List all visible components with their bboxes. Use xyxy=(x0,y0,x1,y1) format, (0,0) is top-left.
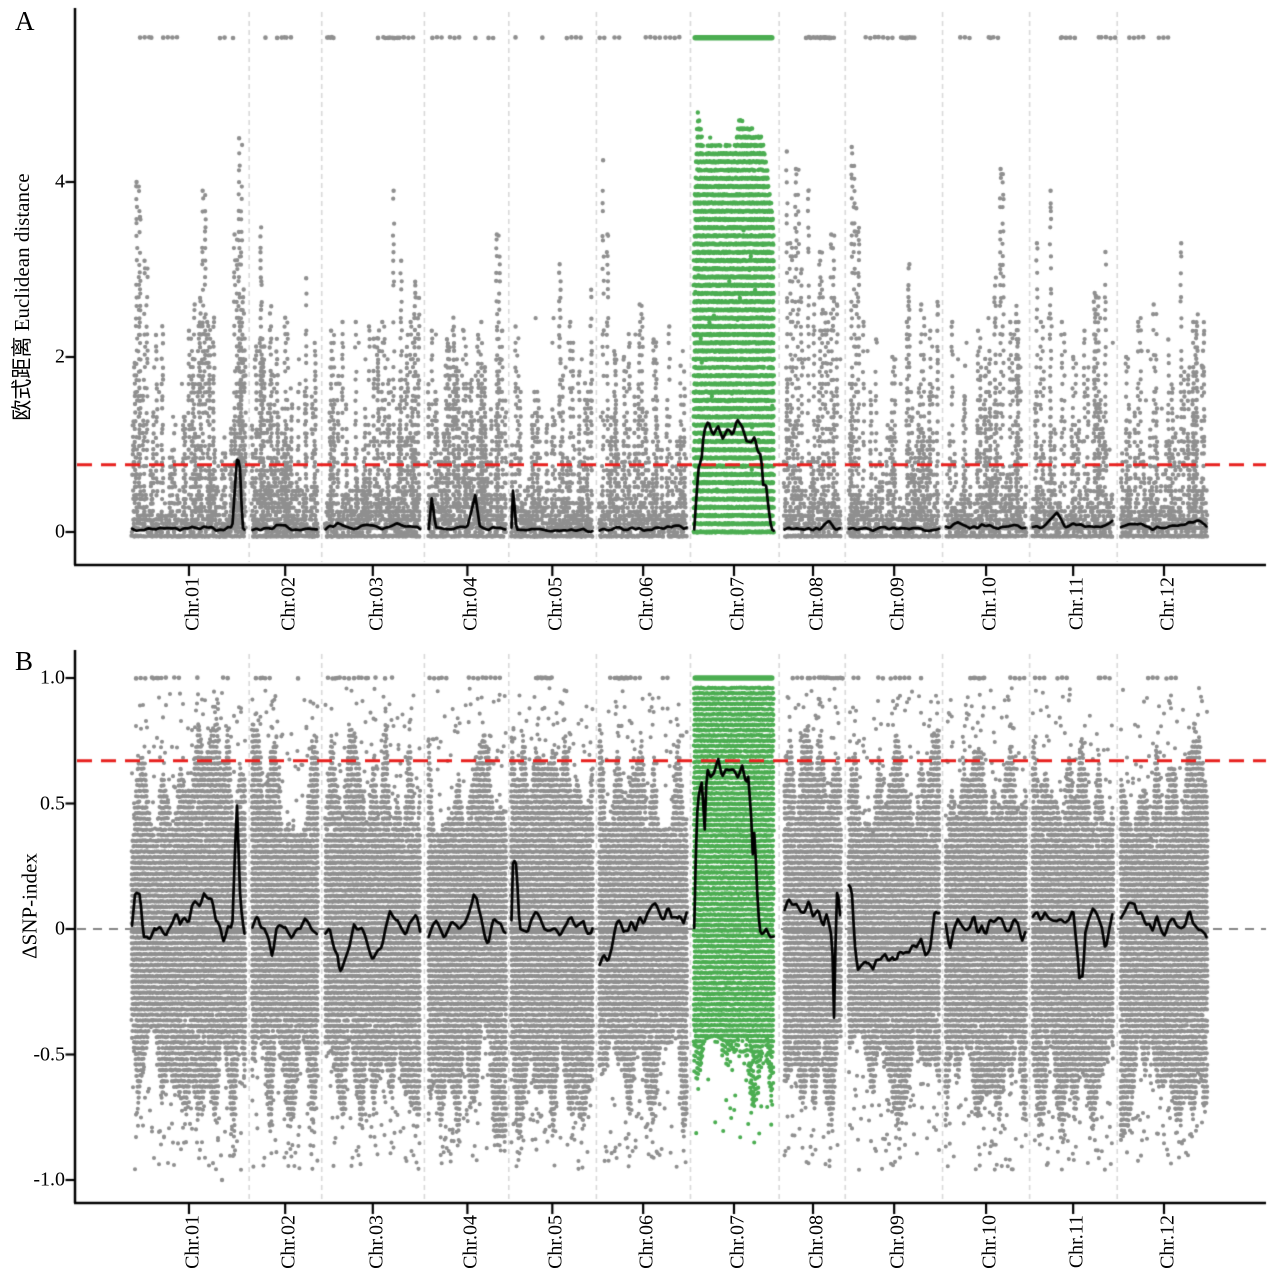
y-tick-label-a-2: 2 xyxy=(55,345,65,368)
chromosome-label: Chr.10 xyxy=(978,1215,1001,1269)
panel-a-y-axis-title: 欧式距离 Euclidean distance xyxy=(10,173,34,421)
y-tick-label-a-0: 0 xyxy=(55,520,65,543)
chromosome-label: Chr.01 xyxy=(181,577,204,631)
chromosome-label: Chr.05 xyxy=(544,577,567,631)
chromosome-label: Chr.12 xyxy=(1156,1215,1179,1269)
panel-b-y-axis-title: ΔSNP-index xyxy=(17,853,42,959)
chromosome-label: Chr.12 xyxy=(1156,577,1179,631)
chromosome-label: Chr.11 xyxy=(1065,1215,1088,1269)
y-tick-label-b-1.0: 1.0 xyxy=(40,666,65,689)
chromosome-label: Chr.07 xyxy=(726,577,749,631)
chromosome-label: Chr.01 xyxy=(181,1215,204,1269)
panel-b-label: B xyxy=(15,646,34,676)
chromosome-label: Chr.03 xyxy=(365,577,388,631)
chromosome-label: Chr.06 xyxy=(635,1215,658,1269)
chromosome-label: Chr.09 xyxy=(886,577,909,631)
chromosome-label: Chr.08 xyxy=(805,1215,828,1269)
y-tick-label-a-4: 4 xyxy=(55,170,65,193)
chromosome-label: Chr.02 xyxy=(277,577,300,631)
chromosome-label: Chr.03 xyxy=(365,1215,388,1269)
chromosome-label: Chr.04 xyxy=(459,577,482,631)
chromosome-label: Chr.09 xyxy=(886,1215,909,1269)
y-tick-label-b-0.5: 0.5 xyxy=(40,792,65,814)
chromosome-label: Chr.04 xyxy=(459,1215,482,1269)
y-tick-label-b--1.0: -1.0 xyxy=(33,1168,65,1191)
chromosome-label: Chr.06 xyxy=(635,577,658,631)
y-tick-label-b-0: 0 xyxy=(55,917,65,940)
chromosome-label: Chr.10 xyxy=(978,577,1001,631)
chromosome-label: Chr.05 xyxy=(544,1215,567,1269)
chromosome-label: Chr.07 xyxy=(726,1215,749,1269)
chromosome-label: Chr.11 xyxy=(1065,577,1088,631)
chromosome-label: Chr.02 xyxy=(277,1215,300,1269)
y-tick-label-b--0.5: -0.5 xyxy=(33,1043,65,1065)
chromosome-label: Chr.08 xyxy=(805,577,828,631)
panel-a-label: A xyxy=(15,6,35,36)
